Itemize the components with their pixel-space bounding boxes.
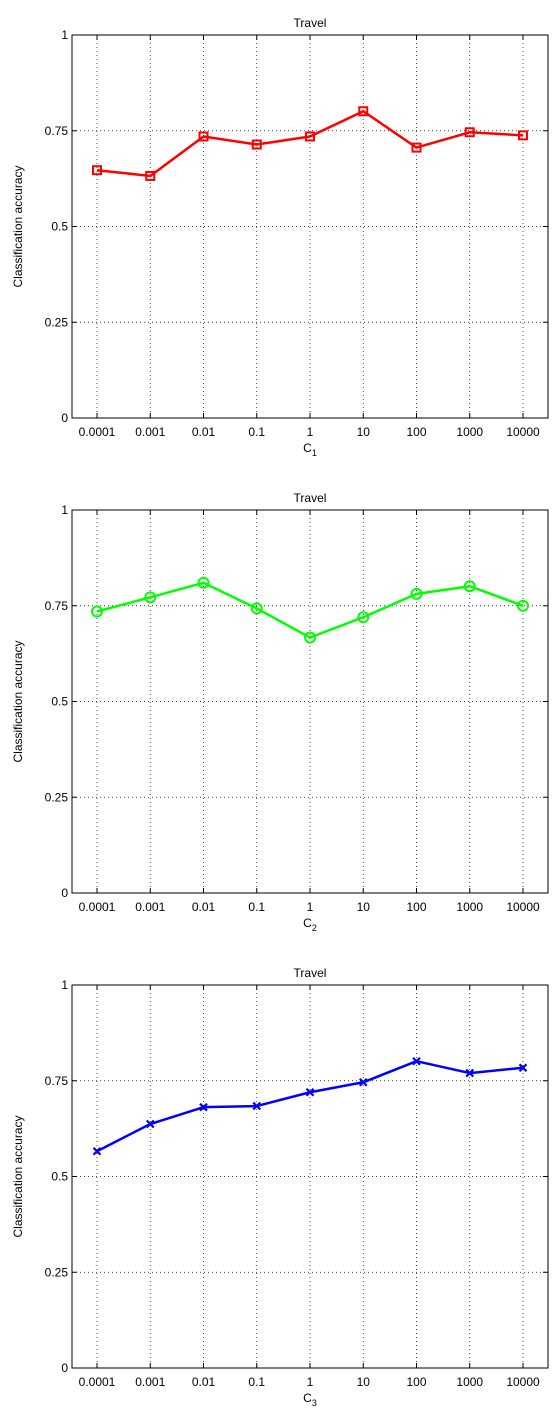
- data-point: [144, 591, 157, 604]
- y-axis-label: Classification accuracy: [11, 165, 25, 287]
- chart-panel-c1: 0 0.25 0.5 0.75 1 0.0001 0.001 0.01 0.1 1 10 100 100…: [11, 16, 549, 458]
- data-point: [518, 130, 528, 141]
- x-tick-label: 10: [357, 1375, 371, 1389]
- data-point: [305, 131, 315, 142]
- data-point: [518, 1063, 528, 1073]
- y-axis-label: Classification accuracy: [11, 1115, 25, 1237]
- y-tick-label: 0.5: [51, 220, 68, 234]
- x-tick-label: 1000: [456, 425, 483, 439]
- y-tick-label: 0.25: [45, 1265, 69, 1279]
- x-tick-label: 0.1: [248, 900, 265, 914]
- data-point: [358, 106, 369, 117]
- chart-title: Travel: [294, 491, 327, 505]
- x-tick-label: 10000: [506, 1375, 540, 1389]
- data-point: [145, 1119, 155, 1129]
- x-tick-label: 0.001: [135, 900, 165, 914]
- x-tick-label: 0.0001: [79, 1375, 116, 1389]
- x-tick-label: 10000: [506, 900, 540, 914]
- chart-panel-c3: 0 0.25 0.5 0.75 1 0.0001 0.001 0.01 0.1 1 10 100 100…: [11, 966, 549, 1408]
- data-point: [251, 139, 262, 150]
- x-tick-label: 0.01: [192, 900, 216, 914]
- chart-title: Travel: [294, 966, 327, 980]
- series-line: [96, 109, 524, 178]
- data-point: [252, 1101, 262, 1111]
- data-point: [358, 1078, 368, 1087]
- x-tick-label: 10: [357, 900, 371, 914]
- data-point: [92, 1146, 102, 1156]
- y-tick-label: 0.25: [45, 315, 69, 329]
- x-tick-label: 10: [357, 425, 371, 439]
- x-tick-label: 0.0001: [79, 900, 116, 914]
- y-tick-label: 1: [61, 503, 68, 517]
- y-tick-label: 0.5: [51, 1170, 68, 1184]
- y-tick-label: 0.5: [51, 695, 68, 709]
- y-tick-label: 0: [61, 886, 68, 900]
- x-axis-label: C2: [303, 916, 317, 933]
- data-point: [463, 580, 476, 593]
- x-tick-label: 0.001: [135, 1375, 165, 1389]
- x-tick-label: 0.0001: [79, 425, 116, 439]
- chart-title: Travel: [294, 16, 327, 30]
- x-tick-label: 0.1: [248, 425, 265, 439]
- data-point: [357, 611, 370, 624]
- chart-panel-c2: 0 0.25 0.5 0.75 1 0.0001 0.001 0.01 0.1 1 10 100 100…: [11, 491, 549, 933]
- data-point: [411, 142, 422, 153]
- data-point: [412, 1056, 421, 1066]
- y-tick-label: 0.75: [45, 1074, 69, 1088]
- y-tick-label: 0.75: [45, 124, 69, 138]
- data-point: [145, 170, 156, 181]
- data-point: [250, 602, 263, 615]
- x-tick-label: 100: [406, 900, 426, 914]
- data-point: [304, 631, 316, 644]
- y-tick-label: 0.25: [45, 790, 69, 804]
- x-tick-label: 0.001: [135, 425, 165, 439]
- data-point: [465, 1068, 475, 1078]
- data-point: [305, 1087, 315, 1097]
- data-point: [197, 576, 210, 589]
- x-tick-label: 100: [406, 425, 426, 439]
- data-point: [199, 1102, 208, 1112]
- data-point: [517, 599, 529, 612]
- x-tick-label: 1000: [456, 900, 483, 914]
- data-point: [91, 605, 103, 618]
- data-point: [198, 131, 209, 142]
- x-tick-label: 1: [307, 1375, 314, 1389]
- y-tick-label: 1: [61, 28, 68, 42]
- data-point: [92, 165, 102, 176]
- y-tick-label: 0.75: [45, 599, 69, 613]
- y-tick-label: 1: [61, 978, 68, 992]
- data-point: [464, 127, 475, 138]
- x-tick-label: 0.01: [192, 1375, 216, 1389]
- data-point: [410, 587, 423, 600]
- x-tick-label: 1: [307, 900, 314, 914]
- x-tick-label: 0.01: [192, 425, 216, 439]
- x-tick-label: 1000: [456, 1375, 483, 1389]
- x-tick-label: 1: [307, 425, 314, 439]
- series-line: [96, 581, 524, 639]
- x-axis-label: C1: [303, 441, 317, 458]
- x-axis-label: C3: [303, 1391, 317, 1408]
- y-axis-label: Classification accuracy: [11, 640, 25, 762]
- y-tick-label: 0: [61, 1361, 68, 1375]
- x-tick-label: 10000: [506, 425, 540, 439]
- x-tick-label: 100: [406, 1375, 426, 1389]
- y-tick-label: 0: [61, 411, 68, 425]
- x-tick-label: 0.1: [248, 1375, 265, 1389]
